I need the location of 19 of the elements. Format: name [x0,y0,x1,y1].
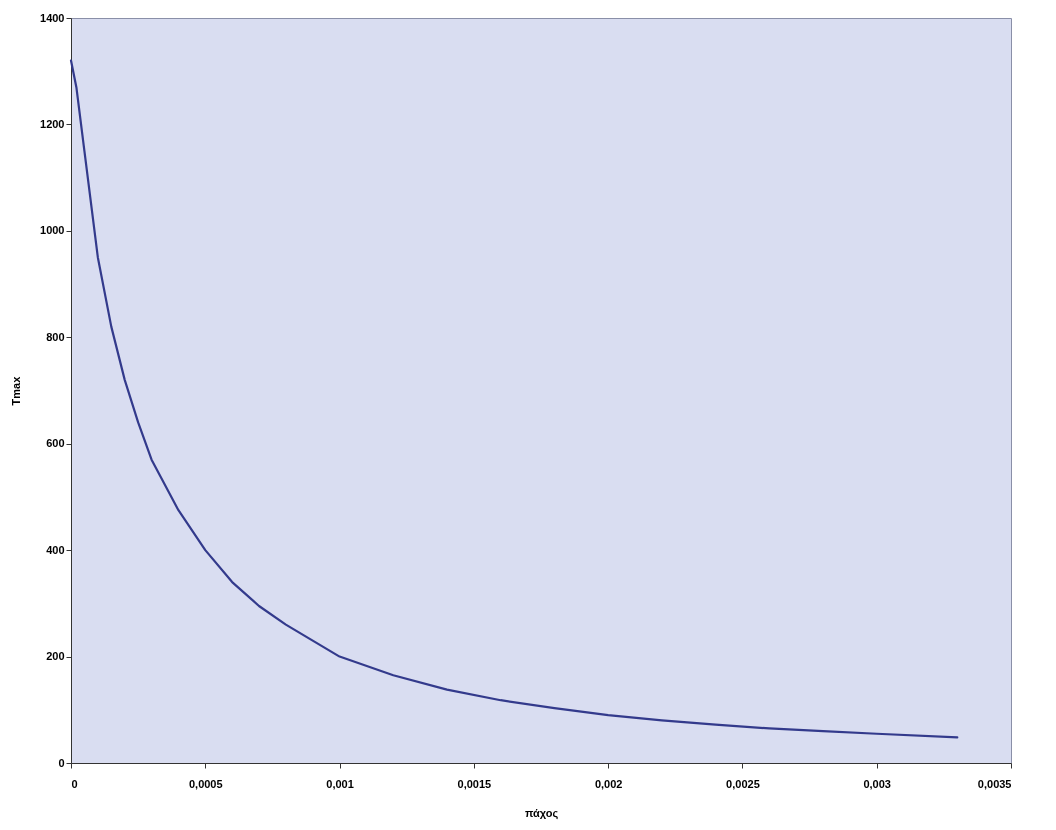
x-tick-label: 0,0035 [977,777,1012,790]
x-tick-label: 0,003 [863,777,891,790]
x-tick-label: 0 [71,777,78,790]
y-tick-label: 1400 [40,11,65,24]
x-axis-title: πάχος [524,806,559,820]
y-axis-title: Tmax [10,375,23,406]
y-tick-label: 800 [46,330,65,343]
x-tick-label: 0,001 [326,777,354,790]
x-tick-label: 0,0025 [726,777,760,790]
y-tick-label: 600 [46,437,65,450]
y-tick-label: 1200 [40,117,65,130]
line-series [69,59,959,739]
x-tick-label: 0,002 [594,777,623,790]
x-tick-label: 0,0005 [188,777,223,790]
y-tick-label: 0 [58,756,65,769]
x-tick-label: 0,0015 [457,777,492,790]
y-tick-label: 1000 [40,224,65,237]
y-tick-label: 200 [46,650,65,663]
y-tick-label: 400 [46,543,65,556]
